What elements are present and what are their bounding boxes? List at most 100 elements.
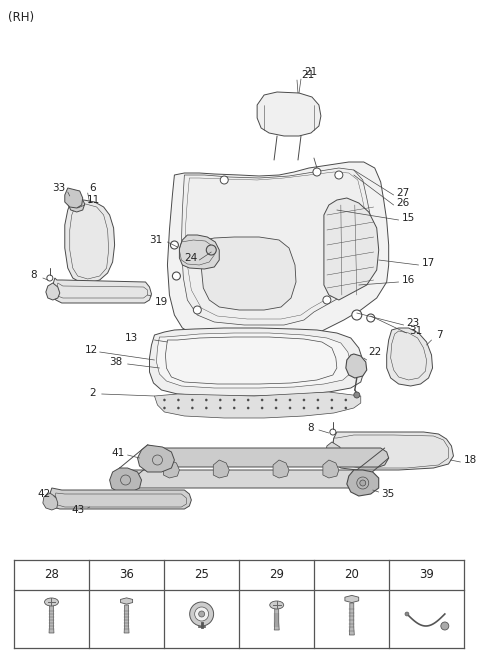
Text: 8: 8 bbox=[30, 270, 36, 280]
Circle shape bbox=[331, 407, 333, 409]
Polygon shape bbox=[257, 92, 321, 136]
Polygon shape bbox=[53, 278, 152, 303]
Polygon shape bbox=[120, 598, 132, 604]
Text: 6: 6 bbox=[90, 183, 96, 193]
Circle shape bbox=[195, 607, 209, 621]
Circle shape bbox=[163, 407, 166, 409]
Ellipse shape bbox=[270, 601, 284, 609]
Circle shape bbox=[289, 407, 291, 409]
Circle shape bbox=[345, 399, 347, 401]
Circle shape bbox=[233, 399, 235, 401]
Circle shape bbox=[261, 399, 264, 401]
Circle shape bbox=[330, 429, 336, 435]
Circle shape bbox=[303, 399, 305, 401]
Circle shape bbox=[205, 407, 207, 409]
Text: 31: 31 bbox=[409, 326, 423, 336]
Polygon shape bbox=[346, 354, 367, 378]
Polygon shape bbox=[213, 460, 229, 478]
Polygon shape bbox=[168, 162, 389, 342]
Polygon shape bbox=[138, 445, 174, 472]
Circle shape bbox=[335, 171, 343, 179]
Circle shape bbox=[172, 272, 180, 280]
Polygon shape bbox=[144, 445, 389, 467]
Circle shape bbox=[345, 407, 347, 409]
Polygon shape bbox=[68, 195, 84, 212]
Polygon shape bbox=[349, 603, 354, 635]
Circle shape bbox=[275, 407, 277, 409]
Text: 26: 26 bbox=[396, 198, 410, 208]
Circle shape bbox=[191, 399, 193, 401]
Text: 24: 24 bbox=[184, 253, 198, 263]
Text: 18: 18 bbox=[463, 455, 477, 465]
Text: 11: 11 bbox=[87, 195, 100, 205]
Circle shape bbox=[405, 612, 409, 616]
Circle shape bbox=[219, 399, 221, 401]
Circle shape bbox=[177, 399, 180, 401]
Text: 39: 39 bbox=[420, 569, 434, 581]
Circle shape bbox=[441, 622, 449, 630]
Circle shape bbox=[219, 407, 221, 409]
Polygon shape bbox=[124, 605, 129, 633]
Circle shape bbox=[220, 176, 228, 184]
Text: 13: 13 bbox=[125, 333, 138, 343]
Circle shape bbox=[331, 399, 333, 401]
Circle shape bbox=[261, 407, 264, 409]
Polygon shape bbox=[326, 442, 342, 462]
Text: 12: 12 bbox=[84, 345, 98, 355]
Text: 15: 15 bbox=[402, 213, 415, 223]
Circle shape bbox=[199, 611, 204, 617]
Polygon shape bbox=[109, 468, 142, 493]
Polygon shape bbox=[180, 235, 219, 269]
Polygon shape bbox=[155, 392, 361, 418]
Polygon shape bbox=[46, 283, 60, 300]
Polygon shape bbox=[50, 488, 192, 509]
Text: 23: 23 bbox=[407, 318, 420, 328]
Circle shape bbox=[323, 296, 331, 304]
Polygon shape bbox=[347, 470, 379, 496]
Text: 41: 41 bbox=[112, 448, 125, 458]
Circle shape bbox=[303, 407, 305, 409]
Circle shape bbox=[367, 314, 375, 322]
Text: 42: 42 bbox=[38, 489, 51, 499]
Polygon shape bbox=[164, 460, 180, 478]
Polygon shape bbox=[323, 460, 339, 478]
Ellipse shape bbox=[45, 598, 59, 606]
Polygon shape bbox=[201, 237, 296, 310]
Polygon shape bbox=[49, 605, 54, 633]
Polygon shape bbox=[345, 596, 359, 603]
Text: 27: 27 bbox=[396, 188, 410, 198]
Text: 33: 33 bbox=[52, 183, 65, 193]
Circle shape bbox=[191, 407, 193, 409]
Polygon shape bbox=[65, 200, 115, 283]
Circle shape bbox=[317, 399, 319, 401]
Text: 20: 20 bbox=[344, 569, 359, 581]
Text: 36: 36 bbox=[119, 569, 134, 581]
Circle shape bbox=[177, 407, 180, 409]
Polygon shape bbox=[332, 432, 454, 470]
Text: 35: 35 bbox=[381, 489, 394, 499]
Polygon shape bbox=[324, 198, 379, 300]
Text: (RH): (RH) bbox=[8, 12, 34, 24]
Circle shape bbox=[289, 399, 291, 401]
Polygon shape bbox=[65, 188, 83, 208]
Text: 19: 19 bbox=[155, 297, 168, 307]
Text: 21: 21 bbox=[301, 70, 314, 80]
Text: 31: 31 bbox=[149, 235, 163, 245]
Circle shape bbox=[313, 168, 321, 176]
Text: 38: 38 bbox=[109, 357, 123, 367]
Circle shape bbox=[163, 399, 166, 401]
Circle shape bbox=[47, 275, 53, 281]
Text: 8: 8 bbox=[307, 423, 313, 433]
Text: 2: 2 bbox=[90, 388, 96, 398]
Circle shape bbox=[205, 399, 207, 401]
Circle shape bbox=[193, 306, 201, 314]
Circle shape bbox=[247, 407, 249, 409]
Polygon shape bbox=[274, 608, 279, 630]
Polygon shape bbox=[273, 460, 289, 478]
Circle shape bbox=[247, 399, 249, 401]
Polygon shape bbox=[181, 168, 374, 325]
Polygon shape bbox=[387, 328, 432, 386]
Polygon shape bbox=[43, 493, 58, 510]
Circle shape bbox=[233, 407, 235, 409]
Text: 29: 29 bbox=[269, 569, 284, 581]
